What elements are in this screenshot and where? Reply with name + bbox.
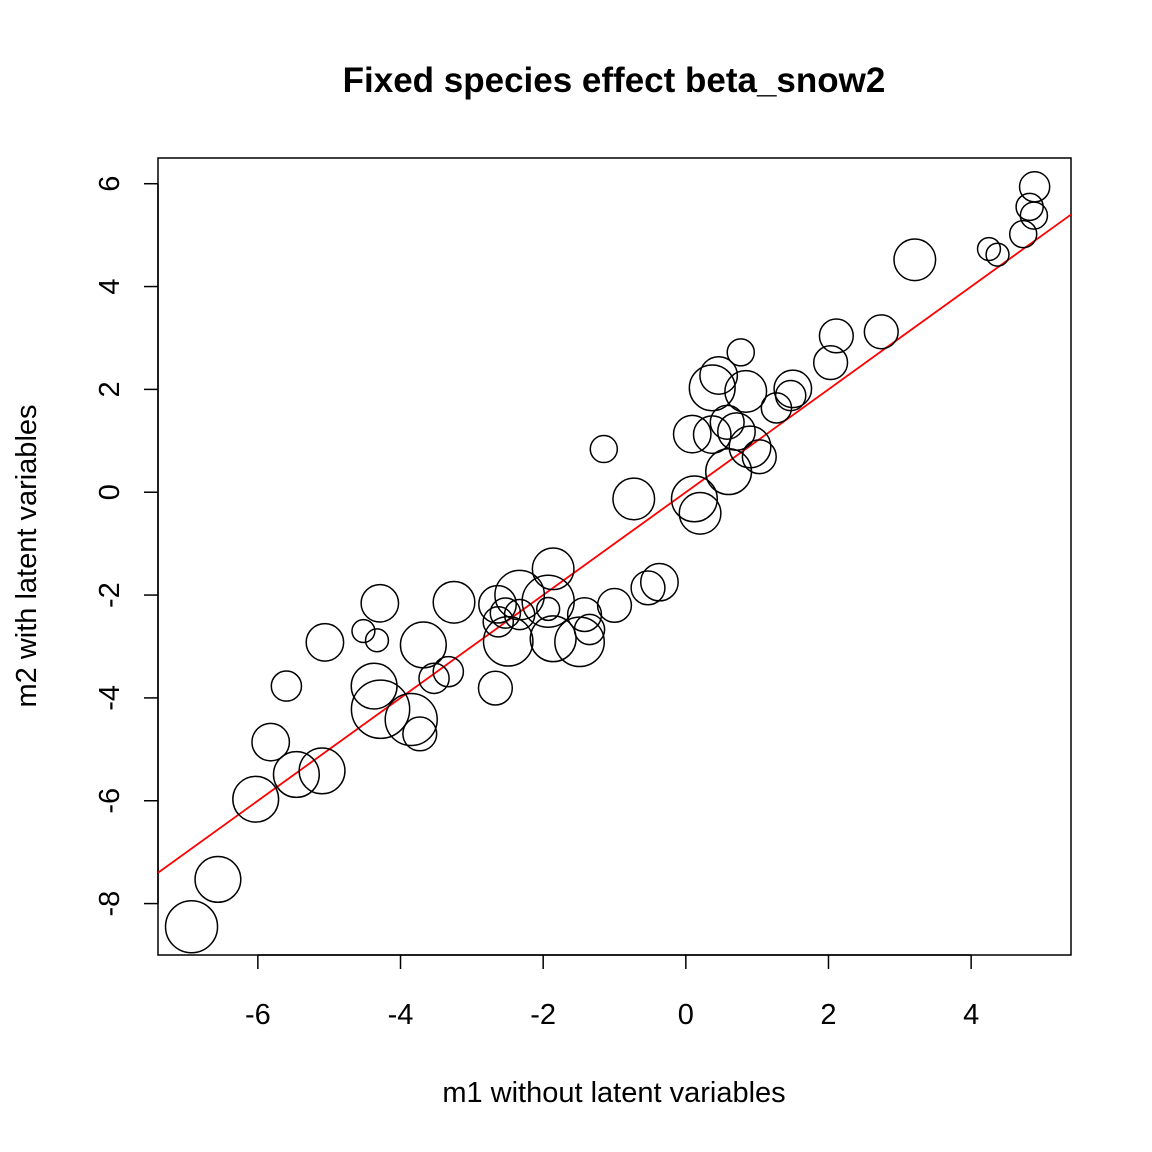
- data-point: [678, 491, 722, 535]
- data-point: [232, 775, 280, 823]
- data-point: [535, 596, 561, 622]
- data-point: [639, 562, 679, 602]
- data-point: [360, 583, 400, 623]
- data-point: [350, 662, 398, 710]
- data-point: [432, 580, 476, 624]
- plot-layer: -6 -4 -2 0 2 4 -8 -6 -4 -2 0 2 4 6: [94, 157, 1072, 1031]
- y-tick-label: -6: [94, 788, 126, 814]
- data-point: [893, 238, 937, 282]
- data-point: [305, 622, 345, 662]
- fit-line: [158, 213, 1071, 874]
- data-point: [164, 899, 219, 954]
- data-point: [728, 425, 772, 469]
- data-point: [566, 596, 603, 633]
- data-point: [612, 477, 656, 521]
- data-point: [350, 679, 411, 740]
- data-point: [692, 415, 732, 455]
- data-point: [670, 475, 719, 523]
- x-tick-label: -4: [388, 999, 414, 1031]
- data-point: [1018, 170, 1051, 203]
- data-point: [351, 618, 376, 644]
- data-point: [554, 616, 605, 668]
- data-point: [704, 448, 753, 496]
- data-point: [272, 750, 321, 799]
- data-point: [494, 569, 546, 621]
- data-point: [812, 344, 849, 381]
- data-point: [1008, 219, 1038, 249]
- data-point: [298, 747, 346, 795]
- y-tick-label: -2: [94, 582, 126, 608]
- data-point: [863, 314, 899, 350]
- data-point: [194, 855, 242, 904]
- data-point: [573, 613, 606, 646]
- data-point: [773, 369, 813, 409]
- data-point: [432, 655, 465, 688]
- plot-frame: [157, 157, 1072, 956]
- x-tick-label: -6: [245, 999, 271, 1031]
- data-point: [630, 570, 666, 606]
- data-point: [531, 547, 575, 591]
- y-tick-label: -8: [94, 891, 126, 917]
- y-tick-label: 0: [94, 484, 126, 500]
- data-point: [364, 628, 390, 653]
- data-point: [985, 242, 1010, 267]
- data-point: [596, 587, 633, 623]
- y-axis-label: m2 with latent variables: [11, 404, 43, 707]
- data-point: [726, 338, 756, 367]
- data-point: [699, 356, 739, 395]
- data-point: [976, 236, 1002, 262]
- data-point: [741, 439, 777, 475]
- y-tick-label: -4: [94, 685, 126, 711]
- y-tick-label: 2: [94, 381, 126, 397]
- data-point: [688, 364, 736, 412]
- data-point: [709, 404, 745, 440]
- data-point: [384, 692, 438, 747]
- data-point: [672, 414, 712, 454]
- y-tick-label: 4: [94, 278, 126, 294]
- data-point: [818, 318, 854, 354]
- data-point: [717, 412, 756, 452]
- y-tick-label: 6: [94, 176, 126, 192]
- x-tick-label: 2: [820, 999, 836, 1031]
- data-point: [724, 369, 768, 413]
- chart-title: Fixed species effect beta_snow2: [343, 61, 886, 100]
- data-point: [251, 722, 291, 762]
- data-point: [489, 597, 522, 629]
- data-point: [270, 670, 303, 702]
- x-tick-label: 0: [678, 999, 694, 1031]
- data-point: [1015, 192, 1044, 222]
- x-tick-label: 4: [963, 999, 979, 1031]
- data-point: [529, 615, 577, 663]
- data-point: [477, 670, 514, 706]
- data-point: [482, 605, 515, 638]
- x-axis-label: m1 without latent variables: [442, 1077, 785, 1109]
- data-point: [418, 662, 450, 695]
- data-point: [402, 716, 438, 752]
- x-tick-label: -2: [530, 999, 556, 1031]
- data-point: [399, 621, 447, 669]
- data-point: [589, 434, 619, 464]
